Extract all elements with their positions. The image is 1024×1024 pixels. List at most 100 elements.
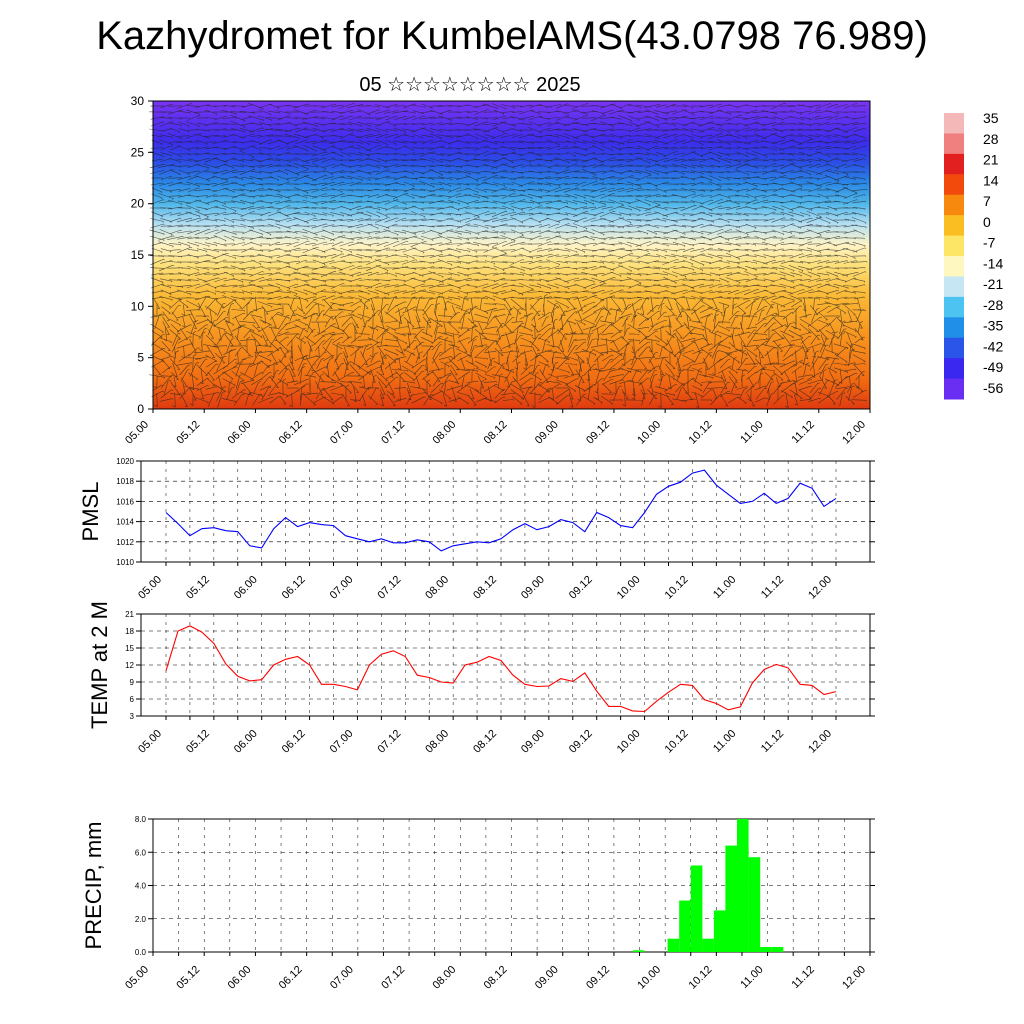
wind-barb [285,254,299,258]
wind-barb [601,128,613,132]
wind-barb [169,217,181,223]
wind-barb [545,104,561,108]
wind-barb-feather [487,245,489,247]
wind-barb [383,241,399,247]
wind-barb-feather [550,248,552,250]
wind-barb-feather [253,211,255,213]
wind-barb-feather [344,260,346,262]
wind-barb-feather [775,149,777,152]
wind-barb [808,163,820,169]
wind-barb [223,224,235,228]
wind-barb [286,117,298,119]
wind-barb-feather [837,168,839,170]
wind-barb-feather [692,107,694,109]
wind-barb [843,285,857,287]
wind-barb [457,236,469,240]
wind-barb [833,283,849,289]
wind-barb [268,241,280,247]
wind-barb-feather [487,131,489,133]
wind-barb-feather [378,161,380,163]
wind-barb [510,247,524,253]
wind-barb-feather [442,283,445,285]
wind-barb [735,219,749,221]
wind-barb-feather [448,143,451,145]
wind-barb-feather [442,293,444,295]
wind-barb [322,224,334,228]
wind-barb-feather [721,199,723,201]
wind-barb [168,206,182,210]
wind-barb [581,181,597,187]
wind-barb [249,271,263,277]
wind-barb-feather [549,288,552,290]
wind-barb-feather [505,218,507,220]
wind-barb [502,111,514,113]
wind-barb-feather [549,167,552,170]
wind-barb-feather [605,283,607,285]
wind-barb [385,205,397,211]
wind-barb [331,248,343,252]
wind-barb [249,248,263,252]
wind-barb-feather [720,205,723,207]
wind-barb [672,109,686,115]
wind-barb [698,164,714,168]
wind-barb [788,237,804,239]
wind-barb [149,163,165,169]
wind-barb [527,177,543,179]
wind-barb-feather [414,233,417,235]
wind-barb [619,278,631,282]
wind-barb [825,267,839,269]
wind-barb [466,121,478,127]
wind-barb [574,241,586,247]
wind-barb [491,218,507,222]
wind-barb [708,199,722,205]
wind-barb-feather [755,109,758,112]
wind-barb [510,159,524,161]
wind-barb [194,111,210,113]
wind-barb [853,164,865,168]
wind-barb [204,229,218,235]
wind-barb-feather [729,113,732,115]
wind-barb-feather [261,233,264,236]
wind-barb-feather [604,133,606,136]
wind-barb-feather [443,145,445,148]
wind-barb-feather [766,156,768,158]
wind-barb [735,236,749,240]
wind-barb [438,242,452,246]
wind-barb-feather [308,284,310,286]
wind-barb [654,164,668,168]
wind-barb [158,241,174,247]
wind-barb-feather [847,248,849,250]
wind-barb [349,111,361,113]
wind-barb [521,247,531,253]
wind-barb [761,183,777,185]
wind-barb-feather [757,121,760,123]
wind-barb [358,290,370,294]
wind-barb [493,110,505,114]
wind-barb [709,188,721,192]
wind-barb [608,158,624,162]
wind-barb [447,279,461,281]
wind-barb [212,157,228,163]
wind-barb [537,241,551,247]
wind-barb [619,200,631,204]
wind-barb-feather [497,283,499,285]
wind-barb-feather [306,140,308,142]
wind-barb [608,199,624,205]
wind-barb-feather [252,227,255,230]
wind-barb [851,183,867,185]
wind-barb [636,121,650,127]
wind-barb [223,157,235,163]
wind-barb [349,181,361,187]
wind-barb-feather [692,247,695,250]
wind-barb-feather [657,241,659,244]
wind-barb [169,243,181,245]
wind-barb [330,105,344,107]
wind-barb [815,128,831,132]
wind-barb-feather [342,175,345,178]
wind-barb-feather [754,197,757,199]
wind-barb-feather [353,182,355,184]
wind-barb-feather [792,270,795,272]
wind-barb-feather [252,247,254,249]
wind-barb-feather [765,191,767,193]
wind-barb-feather [450,242,453,244]
